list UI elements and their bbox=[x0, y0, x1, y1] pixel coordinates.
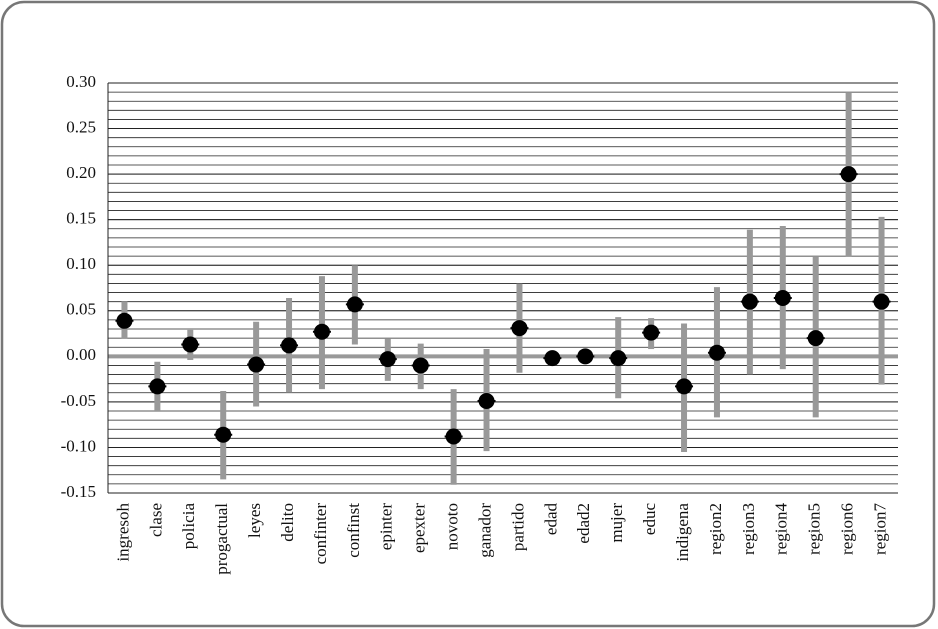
x-tick-label: ingresoh bbox=[113, 503, 132, 562]
x-tick-label: region6 bbox=[838, 503, 857, 555]
x-tick-label: clase bbox=[146, 503, 165, 537]
point bbox=[215, 426, 232, 443]
y-tick-label: 0.00 bbox=[66, 345, 96, 364]
y-tick-label: 0.25 bbox=[66, 117, 96, 136]
x-tick-label: region7 bbox=[870, 503, 889, 555]
x-tick-label: delito bbox=[278, 503, 297, 542]
point bbox=[807, 330, 824, 347]
point bbox=[774, 290, 791, 307]
point bbox=[610, 350, 627, 367]
y-tick-label: -0.15 bbox=[61, 482, 96, 501]
x-tick-label: partido bbox=[508, 503, 527, 551]
y-tick-label: -0.10 bbox=[61, 436, 96, 455]
x-tick-label: region4 bbox=[772, 503, 791, 555]
x-tick-label: region2 bbox=[706, 503, 725, 555]
x-tick-label: policia bbox=[179, 503, 198, 550]
y-tick-label: 0.30 bbox=[66, 72, 96, 91]
x-tick-label: confinter bbox=[311, 503, 330, 565]
x-tick-label: progactual bbox=[212, 503, 231, 575]
point bbox=[346, 296, 363, 313]
y-tick-label: 0.15 bbox=[66, 209, 96, 228]
point bbox=[676, 378, 693, 395]
point bbox=[149, 378, 166, 395]
point bbox=[379, 351, 396, 368]
x-tick-label: region3 bbox=[739, 503, 758, 555]
point bbox=[412, 357, 429, 374]
x-tick-label: mujer bbox=[607, 503, 626, 543]
x-tick-label: educ bbox=[640, 503, 659, 536]
x-tick-label: ganador bbox=[475, 503, 494, 558]
x-tick-label: epexter bbox=[410, 503, 429, 553]
x-tick-label: indigena bbox=[673, 503, 692, 562]
point bbox=[445, 428, 462, 445]
x-tick-label: region5 bbox=[805, 503, 824, 555]
x-tick-label: epinter bbox=[377, 503, 396, 551]
point bbox=[248, 356, 265, 373]
x-tick-label: leyes bbox=[245, 503, 264, 538]
point bbox=[708, 344, 725, 361]
y-tick-label: 0.05 bbox=[66, 300, 96, 319]
x-tick-label: edad bbox=[541, 503, 560, 536]
point bbox=[643, 324, 660, 341]
point bbox=[313, 323, 330, 340]
x-tick-label: novoto bbox=[443, 503, 462, 550]
point bbox=[281, 337, 298, 354]
point bbox=[873, 293, 890, 310]
point bbox=[741, 293, 758, 310]
point bbox=[511, 320, 528, 337]
point bbox=[840, 166, 857, 183]
y-tick-label: 0.20 bbox=[66, 163, 96, 182]
y-tick-label: 0.10 bbox=[66, 254, 96, 273]
point bbox=[478, 392, 495, 409]
x-tick-label: confinst bbox=[344, 503, 363, 558]
y-tick-label: -0.05 bbox=[61, 391, 96, 410]
x-tick-label: edad2 bbox=[574, 503, 593, 544]
point bbox=[116, 312, 133, 329]
point bbox=[544, 350, 561, 367]
point bbox=[577, 348, 594, 365]
point bbox=[182, 336, 199, 353]
